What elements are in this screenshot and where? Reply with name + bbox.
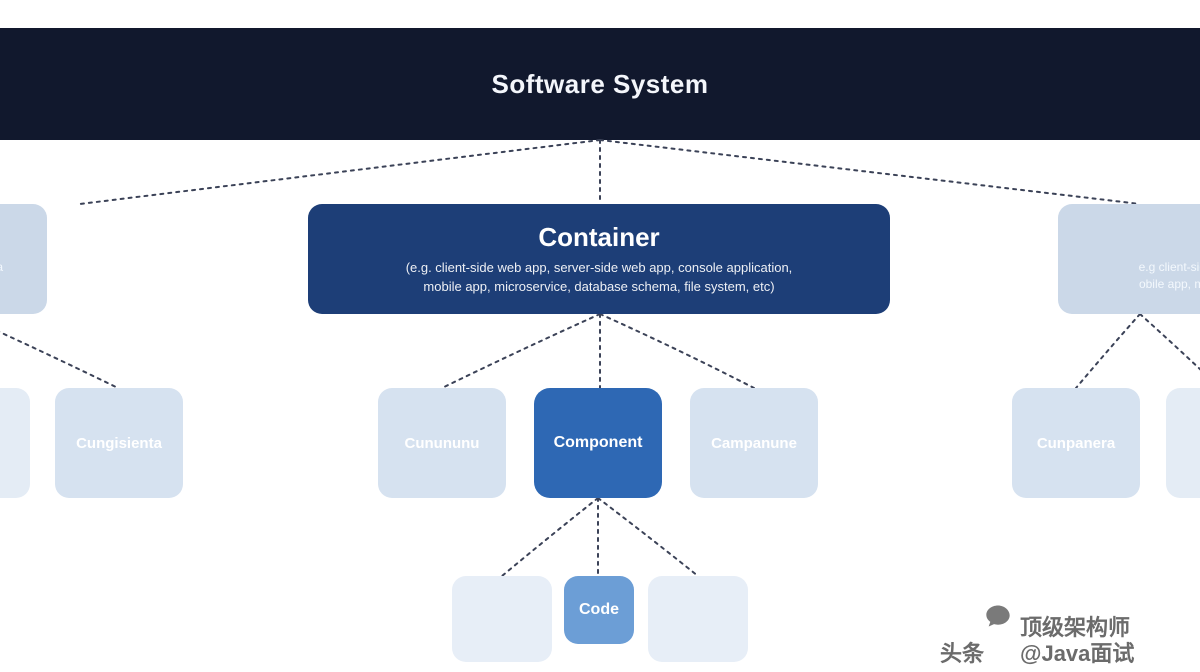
component-right-2: Cu	[1166, 388, 1200, 498]
component-left-1	[0, 388, 30, 498]
container-center-subtitle: (e.g. client-side web app, server-side w…	[406, 259, 793, 297]
container-right-box: Con e.g client-side web app, server-… ob…	[1058, 204, 1200, 314]
component-center-1: Cunununu	[378, 388, 506, 498]
container-center-box: Container (e.g. client-side web app, ser…	[308, 204, 890, 314]
code-center: Code	[564, 576, 634, 644]
component-center-main: Component	[534, 388, 662, 498]
diagram-stage: Software System iner … … cuiside cuisifl…	[0, 0, 1200, 672]
component-left-2: Cungisienta	[55, 388, 183, 498]
container-left-box: iner … … cuiside cuisifle eupimena … cui…	[0, 204, 47, 314]
header-label: Software System	[491, 69, 708, 100]
component-center-3: Campanune	[690, 388, 818, 498]
software-system-header: Software System	[0, 28, 1200, 140]
watermark-lead: 头条	[940, 636, 984, 668]
component-right-1: Cunpanera	[1012, 388, 1140, 498]
container-left-subtitle: … … cuiside cuisifle eupimena … cuiucie …	[0, 259, 3, 294]
code-right	[648, 576, 748, 662]
container-right-subtitle: e.g client-side web app, server-… obile …	[1139, 259, 1200, 294]
watermark-handle: @Java面试	[1020, 636, 1134, 668]
chat-icon	[984, 602, 1012, 630]
code-left	[452, 576, 552, 662]
container-center-title: Container	[538, 222, 659, 253]
